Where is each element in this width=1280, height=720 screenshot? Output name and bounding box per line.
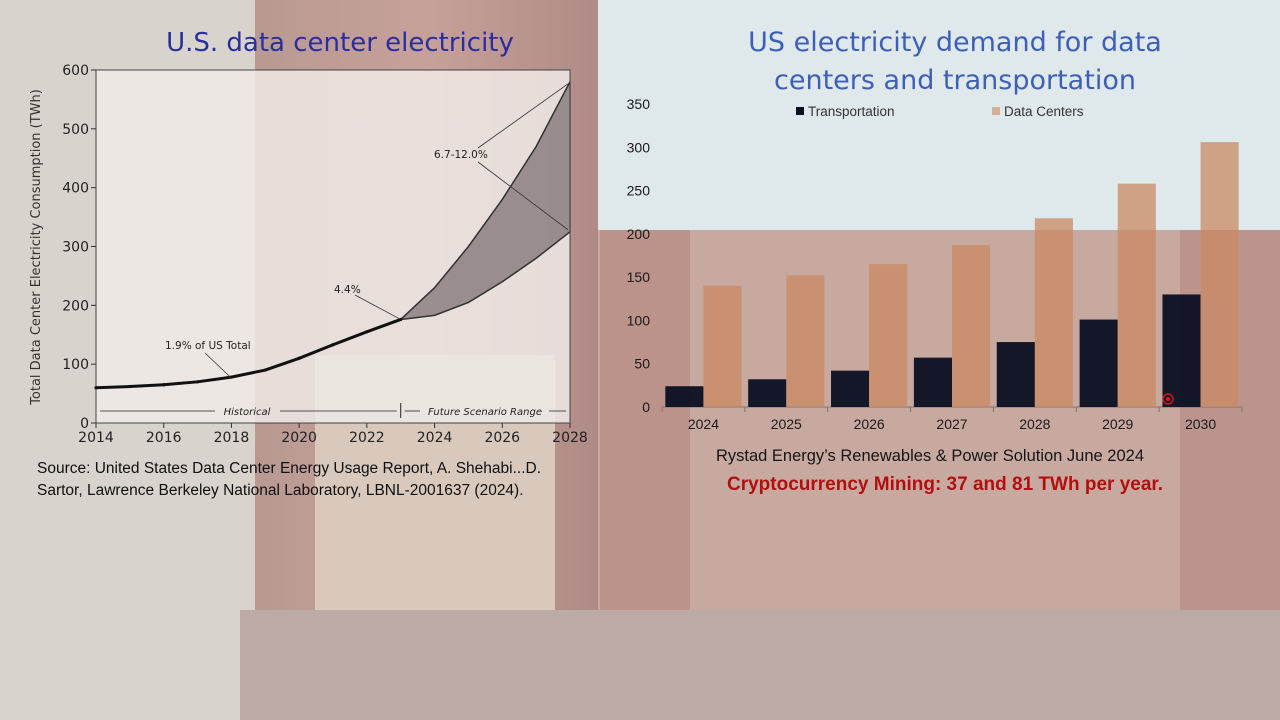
left-historical-point xyxy=(331,343,335,347)
data-centers-bar xyxy=(703,285,742,407)
data-centers-bar xyxy=(1034,218,1073,407)
right-source-caption: Rystad Energy’s Renewables & Power Solut… xyxy=(715,447,1145,465)
annotation-arrow-2023 xyxy=(354,294,401,320)
transportation-bar xyxy=(1162,294,1201,407)
annotation-share-2028: 6.7-12.0% xyxy=(434,149,488,161)
left-historical-point xyxy=(263,368,267,372)
right-x-tick-label: 2028 xyxy=(1019,416,1050,432)
right-y-tick-label: 50 xyxy=(634,356,650,372)
left-chart: 0 100 200 300 400 500 600 2014 2016 2018 2020 2022 2… xyxy=(29,63,588,446)
data-centers-bar xyxy=(1200,142,1239,407)
left-y-tick-label: 600 xyxy=(62,63,89,79)
left-historical-point xyxy=(94,386,98,390)
left-x-tick-label: 2022 xyxy=(349,430,385,446)
left-y-tick-label: 100 xyxy=(62,357,89,373)
left-x-tick-label: 2026 xyxy=(484,430,520,446)
legend-data-centers-swatch xyxy=(992,107,1000,115)
left-source-line-1: Source: United States Data Center Energy… xyxy=(37,460,542,477)
legend-transportation-swatch xyxy=(796,107,804,115)
left-historical-point xyxy=(229,375,234,379)
data-centers-bar xyxy=(1117,183,1156,407)
left-x-tick-label: 2020 xyxy=(281,430,317,446)
right-x-tick-label: 2026 xyxy=(854,416,885,432)
left-historical-point xyxy=(162,383,166,387)
right-x-tick-label: 2030 xyxy=(1185,416,1216,432)
laser-pointer-dot xyxy=(1166,397,1170,401)
right-title-line-2: centers and transportation xyxy=(774,65,1136,96)
left-x-tick-label: 2016 xyxy=(146,430,182,446)
right-x-tick-label: 2024 xyxy=(688,416,719,432)
annotation-share-2018: 1.9% of US Total xyxy=(165,340,251,352)
left-x-tick-label: 2018 xyxy=(214,430,250,446)
right-y-tick-label: 0 xyxy=(642,399,650,415)
left-source-caption: Source: United States Data Center Energy… xyxy=(37,458,627,502)
right-y-tick-label: 100 xyxy=(627,312,651,328)
legend-transportation-label: Transportation xyxy=(808,104,895,119)
right-title-line-1: US electricity demand for data xyxy=(748,27,1162,58)
left-historical-point xyxy=(365,330,369,334)
data-centers-bar xyxy=(786,275,825,407)
left-historical-point xyxy=(128,384,132,389)
left-y-axis-label: Total Data Center Electricity Consumptio… xyxy=(29,89,44,406)
legend-data-centers-label: Data Centers xyxy=(1004,104,1084,119)
left-y-tick-label: 200 xyxy=(62,298,89,314)
future-range-label: Future Scenario Range xyxy=(428,407,542,418)
left-chart-title: U.S. data center electricity xyxy=(166,28,514,58)
laser-pointer-ring xyxy=(1162,393,1174,405)
right-y-tick-label: 350 xyxy=(627,96,651,112)
historical-range-label: Historical xyxy=(224,407,271,418)
left-x-tick-label: 2014 xyxy=(78,430,114,446)
left-historical-point xyxy=(297,356,301,360)
left-historical-point xyxy=(195,380,200,384)
transportation-bar xyxy=(748,379,787,407)
left-x-tick-label: 2024 xyxy=(417,430,453,446)
left-y-tick-label: 300 xyxy=(62,240,89,256)
transportation-bar xyxy=(913,357,952,407)
right-x-tick-label: 2025 xyxy=(771,416,802,432)
left-y-tick-label: 0 xyxy=(80,416,89,432)
transportation-bar xyxy=(996,342,1035,407)
right-chart: 0 50 100 150 200 250 300 350 2024 2025 2026 2027 202… xyxy=(627,96,1243,432)
data-centers-bar xyxy=(869,264,908,407)
left-source-line-2: Sartor, Lawrence Berkeley National Labor… xyxy=(37,482,524,499)
left-projection-lower-line xyxy=(400,231,571,321)
annotation-arrow-2028-lower xyxy=(477,161,569,231)
annotation-share-2023: 4.4% xyxy=(334,284,361,296)
left-projection-upper-line xyxy=(400,81,571,321)
right-y-tick-label: 250 xyxy=(627,183,651,199)
left-y-tick-label: 400 xyxy=(62,181,89,197)
annotation-arrow-2028-upper xyxy=(477,83,569,149)
transportation-bar xyxy=(831,370,870,407)
left-x-tick-label: 2028 xyxy=(552,430,588,446)
crypto-mining-note: Cryptocurrency Mining: 37 and 81 TWh per… xyxy=(726,474,1164,495)
left-historical-line xyxy=(95,318,402,390)
right-y-tick-label: 300 xyxy=(627,139,651,155)
right-x-tick-label: 2029 xyxy=(1102,416,1133,432)
left-y-tick-label: 500 xyxy=(62,122,89,138)
right-chart-title: US electricity demand for data centers a… xyxy=(690,24,1220,100)
data-centers-bar xyxy=(952,245,991,407)
transportation-bar xyxy=(665,386,704,407)
transportation-bar xyxy=(1079,319,1118,407)
right-y-tick-label: 150 xyxy=(627,269,651,285)
right-y-tick-label: 200 xyxy=(627,226,651,242)
right-x-tick-label: 2027 xyxy=(936,416,967,432)
annotation-arrow-2018 xyxy=(204,352,232,379)
